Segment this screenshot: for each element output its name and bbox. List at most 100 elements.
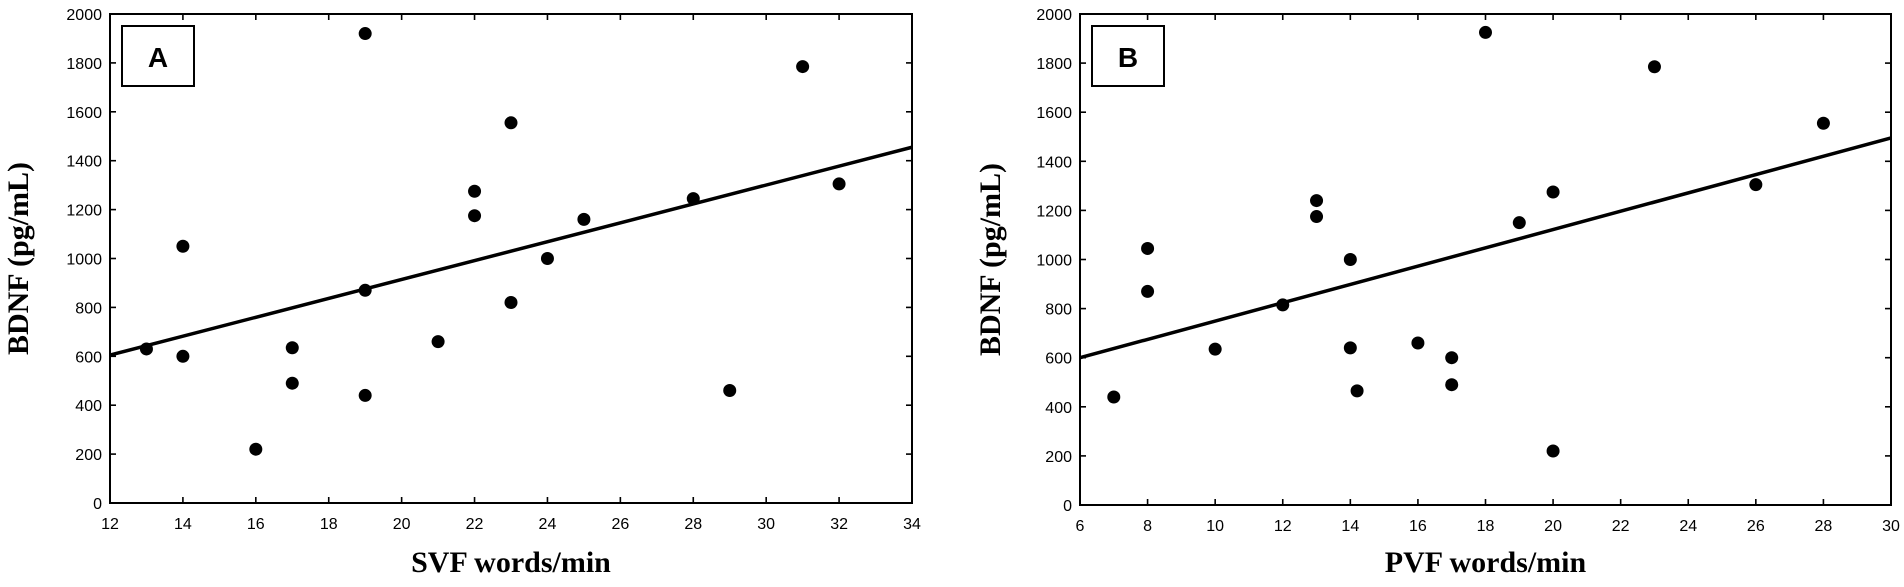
data-point [1546, 444, 1560, 458]
data-point [1276, 298, 1290, 312]
data-point [431, 335, 445, 349]
data-point [1141, 241, 1155, 255]
x-tick-label: 24 [1679, 518, 1697, 535]
x-tick-label: 6 [1076, 518, 1085, 535]
data-point [1343, 253, 1357, 266]
data-point [1749, 178, 1763, 192]
data-point [1411, 336, 1425, 350]
x-tick-label: 30 [757, 516, 775, 533]
panel-label: A [148, 42, 168, 73]
data-point [1310, 210, 1324, 224]
data-point [1208, 342, 1222, 356]
data-point [1350, 384, 1364, 398]
data-point [139, 342, 153, 356]
x-tick-label: 34 [903, 516, 921, 533]
x-tick-label: 8 [1143, 518, 1152, 535]
data-point [358, 27, 372, 41]
data-point [832, 177, 846, 191]
data-point [1343, 341, 1357, 355]
data-point [796, 60, 810, 74]
x-tick-label: 22 [1612, 518, 1630, 535]
data-point [285, 376, 299, 390]
data-point [1107, 390, 1121, 404]
data-point [176, 349, 190, 363]
x-tick-label: 32 [830, 516, 848, 533]
data-point [540, 252, 554, 265]
x-tick-label: 30 [1882, 518, 1900, 535]
y-tick-label: 1600 [66, 105, 102, 122]
y-tick-label: 0 [1063, 498, 1072, 515]
data-point [1141, 284, 1155, 298]
data-point [723, 384, 737, 398]
y-tick-label: 1400 [1036, 154, 1072, 171]
x-tick-label: 28 [684, 516, 702, 533]
x-tick-label: 10 [1206, 518, 1224, 535]
data-point [1546, 185, 1560, 199]
y-tick-label: 200 [1045, 449, 1072, 466]
y-tick-label: 1000 [1036, 253, 1072, 270]
data-point [1816, 116, 1830, 130]
x-tick-label: 26 [611, 516, 629, 533]
x-tick-label: 28 [1815, 518, 1833, 535]
x-tick-label: 12 [101, 516, 119, 533]
y-tick-label: 1600 [1036, 105, 1072, 122]
x-tick-label: 22 [466, 516, 484, 533]
data-point [1512, 216, 1526, 230]
x-axis-label: PVF words/min [1385, 546, 1587, 579]
data-point [686, 192, 700, 206]
y-tick-label: 1800 [66, 56, 102, 73]
plot-frame [1079, 13, 1892, 506]
panel-label: B [1118, 42, 1138, 73]
panel-b: 0 200 400 600 800 1000 1200 1400 1600 1800 2000 6 8 1… [974, 7, 1900, 579]
y-tick-label: 1800 [1036, 56, 1072, 73]
y-tick-label: 1200 [66, 203, 102, 220]
x-tick-label: 16 [1409, 518, 1427, 535]
y-tick-label: 600 [75, 349, 102, 366]
data-point [176, 239, 190, 253]
regression-line [109, 145, 913, 357]
y-axis-label: BDNF (pg/mL) [2, 162, 35, 355]
data-point [358, 283, 372, 297]
x-tick-label: 26 [1747, 518, 1765, 535]
y-tick-label: 0 [93, 496, 102, 513]
data-point [285, 341, 299, 355]
regression-line [1079, 136, 1892, 360]
x-axis-label: SVF words/min [411, 546, 611, 579]
y-tick-label: 1000 [66, 252, 102, 269]
x-tick-label: 18 [1477, 518, 1495, 535]
panel-label-box [121, 25, 195, 87]
y-tick-label: 1400 [66, 154, 102, 171]
y-tick-label: 600 [1045, 351, 1072, 368]
y-tick-label: 2000 [66, 7, 102, 24]
x-tick-label: 20 [1544, 518, 1562, 535]
data-point [1647, 60, 1661, 74]
y-tick-label: 1200 [1036, 203, 1072, 220]
y-tick-label: 400 [75, 398, 102, 415]
plot-frame [109, 13, 913, 504]
x-tick-label: 24 [539, 516, 557, 533]
y-tick-label: 200 [75, 447, 102, 464]
x-tick-label: 12 [1274, 518, 1292, 535]
x-tick-label: 16 [247, 516, 265, 533]
data-point [468, 209, 482, 223]
y-tick-label: 800 [1045, 302, 1072, 319]
data-point [504, 296, 518, 310]
panel-label-box [1091, 25, 1165, 87]
data-point [1445, 378, 1459, 392]
panel-a: 0 200 400 600 800 1000 1200 1400 1600 1800 2000 12 1… [2, 7, 921, 579]
data-point [1310, 194, 1324, 208]
y-axis-label: BDNF (pg/mL) [974, 163, 1007, 356]
data-point [504, 116, 518, 130]
x-tick-label: 14 [1341, 518, 1359, 535]
x-tick-label: 18 [320, 516, 338, 533]
y-tick-label: 400 [1045, 400, 1072, 417]
data-point [249, 442, 263, 456]
data-point [358, 388, 372, 402]
x-tick-label: 20 [393, 516, 411, 533]
y-tick-label: 800 [75, 300, 102, 317]
data-point [468, 184, 482, 198]
data-point [577, 212, 591, 226]
data-point [1479, 25, 1492, 39]
